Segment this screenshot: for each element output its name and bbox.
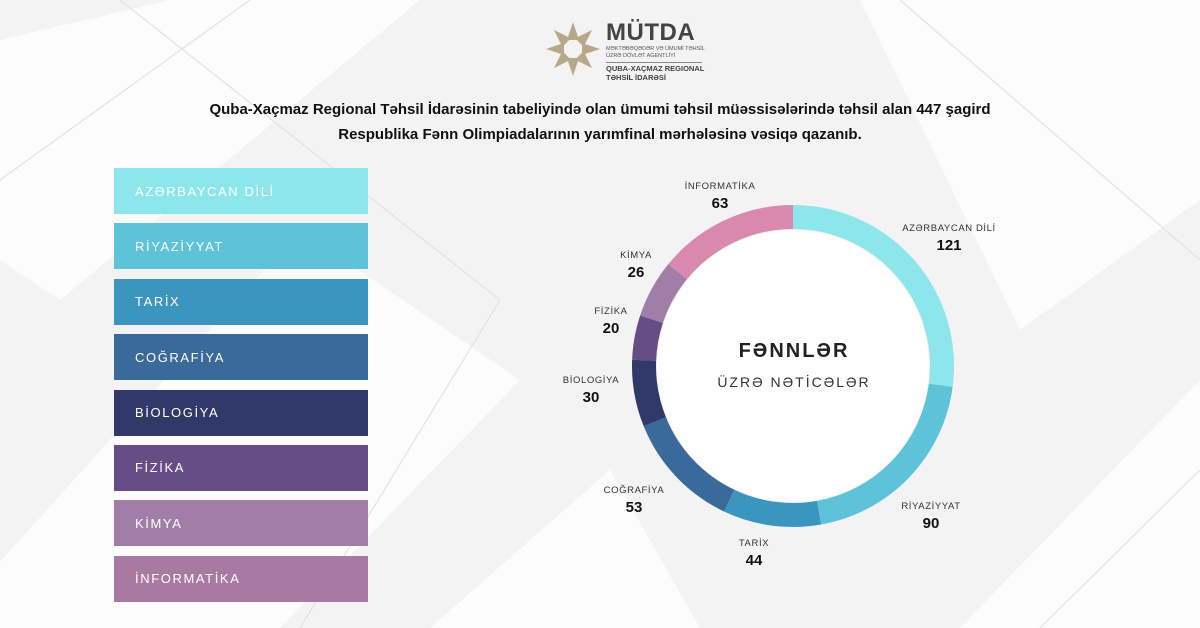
segment-label-value: 121	[936, 237, 962, 254]
segment-label-name: RİYAZİYYAT	[901, 501, 961, 512]
legend-label: TARİX	[135, 294, 181, 310]
logo: MÜTDA MƏKTƏBƏQƏDƏR VƏ ÜMUMİ TƏHSİL ÜZRƏ …	[545, 18, 715, 82]
segment-label-name: AZƏRBAYCAN DİLİ	[902, 223, 996, 234]
logo-subtitle: MƏKTƏBƏQƏDƏR VƏ ÜMUMİ TƏHSİL ÜZRƏ DÖVLƏT…	[606, 46, 705, 59]
legend-label: KİMYA	[135, 515, 183, 531]
legend-item-informatika: İNFORMATİKA	[114, 555, 368, 602]
legend-label: İNFORMATİKA	[135, 571, 241, 587]
legend-item-azerbaycan-dili: AZƏRBAYCAN DİLİ	[114, 168, 368, 214]
segment-label-kimya: KİMYA 26	[571, 250, 701, 281]
legend-item-tarix: TARİX	[114, 278, 368, 325]
segment-label-value: 30	[582, 389, 600, 406]
headline: Quba-Xaçmaz Regional Təhsil İdarəsinin t…	[150, 97, 1050, 147]
segment-label-name: BİOLOGİYA	[562, 375, 620, 386]
logo-region: QUBA-XAÇMAZ REGIONAL TƏHSİL İDARƏSİ	[606, 64, 705, 82]
donut-segment-kimya	[640, 264, 688, 324]
legend-item-kimya: KİMYA	[114, 500, 368, 547]
segment-label-cografiya: COĞRAFİYA 53	[569, 485, 699, 516]
legend-label: COĞRAFİYA	[135, 349, 226, 365]
segment-label-name: KİMYA	[620, 250, 652, 261]
donut-segment-tarix	[724, 489, 822, 527]
legend-label: BİOLOGİYA	[135, 405, 220, 421]
segment-label-value: 44	[745, 552, 763, 569]
segment-label-tarix: TARİX 44	[689, 538, 819, 569]
segment-label-value: 26	[627, 264, 645, 281]
legend-label: AZƏRBAYCAN DİLİ	[135, 183, 275, 199]
donut-segment-fizika	[632, 315, 664, 362]
segment-label-name: FİZİKA	[594, 306, 628, 317]
segment-label-name: COĞRAFİYA	[603, 485, 665, 496]
segment-label-value: 63	[711, 195, 729, 212]
segment-label-informatika: İNFORMATİKA 63	[655, 181, 785, 212]
segment-label-fizika: FİZİKA 20	[546, 306, 676, 337]
segment-label-name: İNFORMATİKA	[684, 181, 756, 192]
donut-segment-riyaziyyat	[816, 383, 953, 525]
segment-label-azerbaycan-dili: AZƏRBAYCAN DİLİ 121	[884, 223, 1014, 254]
headline-line-1: Quba-Xaçmaz Regional Təhsil İdarəsinin t…	[209, 101, 991, 118]
legend-label: RİYAZİYYAT	[135, 238, 224, 254]
logo-name: MÜTDA	[606, 19, 696, 46]
donut-segment-cografiya	[643, 416, 735, 512]
segment-label-riyaziyyat: RİYAZİYYAT 90	[866, 501, 996, 532]
chart-center-title: FƏNNLƏR	[738, 340, 850, 362]
donut-segment-informatika	[668, 205, 794, 280]
chart-center-subtitle: ÜZRƏ NƏTİCƏLƏR	[717, 374, 871, 390]
legend-item-biologiya: BİOLOGİYA	[114, 389, 368, 436]
logo-divider	[606, 62, 702, 63]
segment-label-value: 53	[625, 499, 643, 516]
legend: AZƏRBAYCAN DİLİ RİYAZİYYAT TARİX COĞRAFİ…	[114, 168, 368, 611]
donut-segment-biologiya	[632, 359, 667, 427]
legend-label: FİZİKA	[135, 460, 186, 476]
segment-label-name: TARİX	[738, 538, 770, 549]
legend-item-cografiya: COĞRAFİYA	[114, 334, 368, 381]
segment-label-value: 20	[602, 320, 620, 337]
segment-label-value: 90	[922, 515, 940, 532]
donut-center	[657, 230, 929, 502]
segment-label-biologiya: BİOLOGİYA 30	[526, 375, 656, 406]
logo-emblem-icon	[546, 22, 600, 76]
legend-item-fizika: FİZİKA	[114, 444, 368, 491]
donut-segment-azerbaycan-dili	[792, 205, 954, 387]
headline-line-2: Respublika Fənn Olimpiadalarının yarımfi…	[338, 126, 862, 143]
legend-item-riyaziyyat: RİYAZİYYAT	[114, 223, 368, 270]
